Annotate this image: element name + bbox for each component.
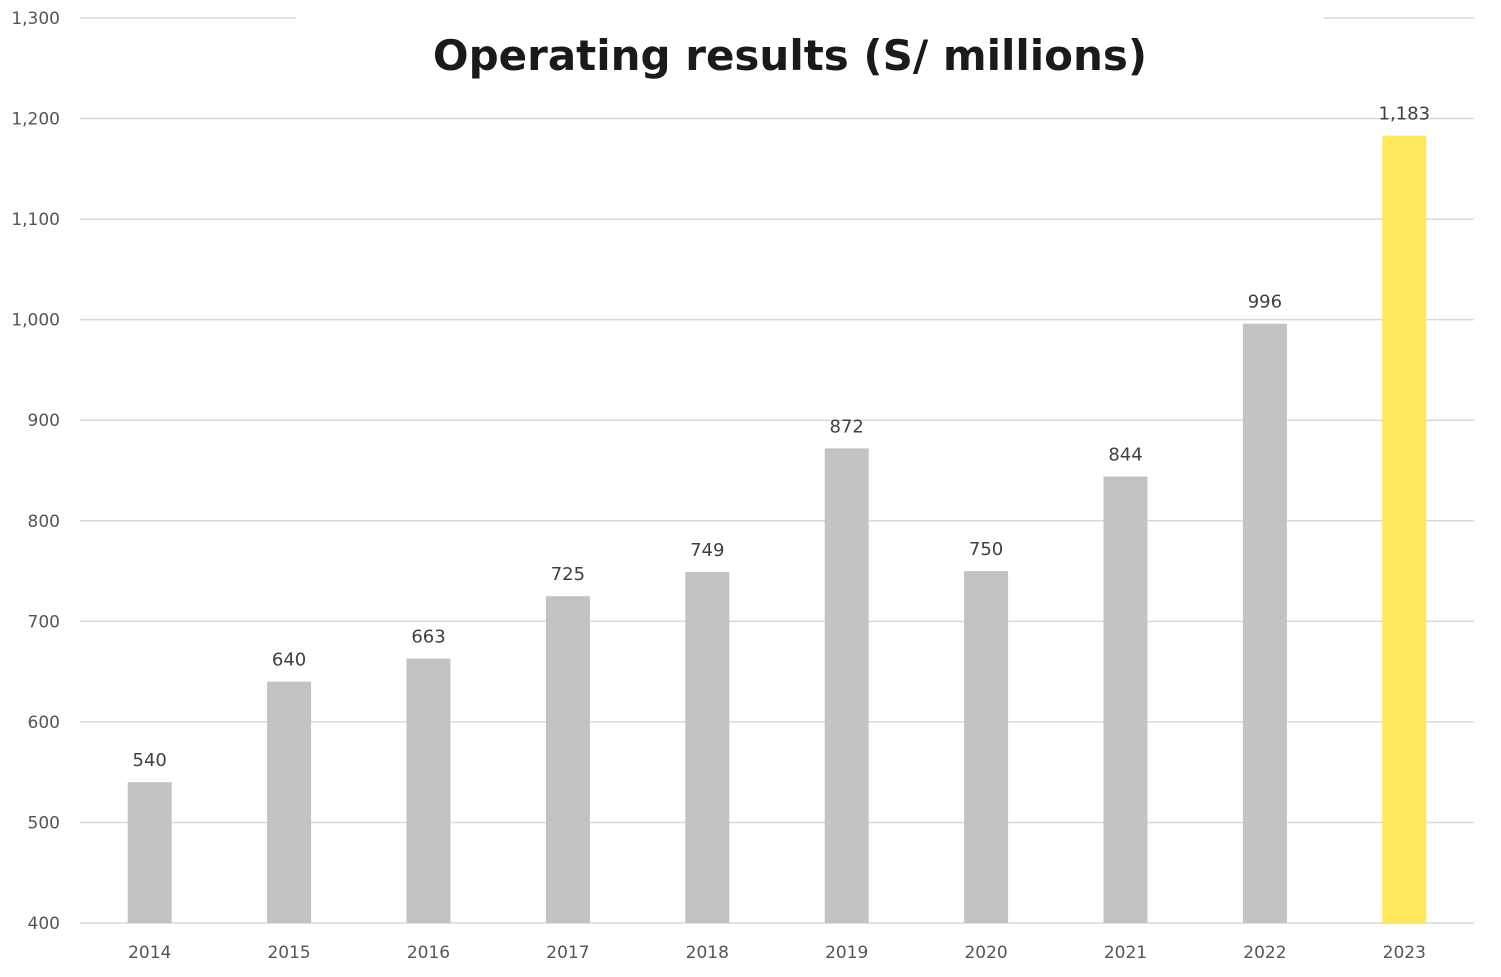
data-label-2020: 750 <box>969 539 1003 560</box>
y-tick-label-1200: 1,200 <box>11 110 60 130</box>
data-label-2017: 725 <box>551 564 585 585</box>
y-tick-label-800: 800 <box>28 512 60 532</box>
bar-2022 <box>1242 323 1287 923</box>
x-tick-label-2019: 2019 <box>825 943 868 963</box>
x-tick-label-2018: 2018 <box>686 943 729 963</box>
bar-2015 <box>267 681 312 923</box>
data-label-2021: 844 <box>1108 445 1142 466</box>
y-tick-label-1000: 1,000 <box>11 311 60 331</box>
bar-2018 <box>685 572 730 923</box>
x-tick-label-2015: 2015 <box>267 943 310 963</box>
bar-2014 <box>127 782 172 923</box>
bar-2019 <box>824 448 869 923</box>
y-tick-label-1100: 1,100 <box>11 210 60 230</box>
data-label-2023: 1,183 <box>1379 104 1431 125</box>
x-axis-ticks: 2014 2015 2016 2017 2018 2019 2020 2021 2022 2023 <box>128 943 1426 963</box>
y-tick-label-600: 600 <box>28 713 60 733</box>
y-tick-label-500: 500 <box>28 813 60 833</box>
data-label-2014: 540 <box>133 750 167 771</box>
x-tick-label-2017: 2017 <box>546 943 589 963</box>
data-label-2016: 663 <box>411 627 445 648</box>
chart-title: Operating results (S/ millions) <box>433 31 1147 80</box>
y-tick-label-700: 700 <box>28 612 60 632</box>
y-tick-label-1300: 1,300 <box>11 9 60 29</box>
data-labels: 540 640 663 725 749 872 750 844 996 1,183 <box>133 104 1431 772</box>
title-background <box>296 0 1324 100</box>
x-tick-label-2021: 2021 <box>1104 943 1147 963</box>
bar-2017 <box>545 596 590 923</box>
x-tick-label-2022: 2022 <box>1243 943 1286 963</box>
y-axis-ticks: 400 500 600 700 800 900 1,000 1,100 1,200 1,300 <box>11 9 60 934</box>
x-tick-label-2016: 2016 <box>407 943 450 963</box>
x-tick-label-2023: 2023 <box>1383 943 1426 963</box>
data-label-2019: 872 <box>830 416 864 437</box>
x-tick-label-2014: 2014 <box>128 943 171 963</box>
data-label-2022: 996 <box>1248 292 1282 313</box>
bar-2020 <box>964 571 1009 923</box>
x-tick-label-2020: 2020 <box>964 943 1007 963</box>
data-label-2015: 640 <box>272 650 306 671</box>
bars <box>127 135 1427 923</box>
bar-2023 <box>1382 135 1427 923</box>
data-label-2018: 749 <box>690 540 724 561</box>
bar-2016 <box>406 658 451 923</box>
bar-2021 <box>1103 476 1148 923</box>
y-tick-label-400: 400 <box>28 914 60 934</box>
y-tick-label-900: 900 <box>28 411 60 431</box>
